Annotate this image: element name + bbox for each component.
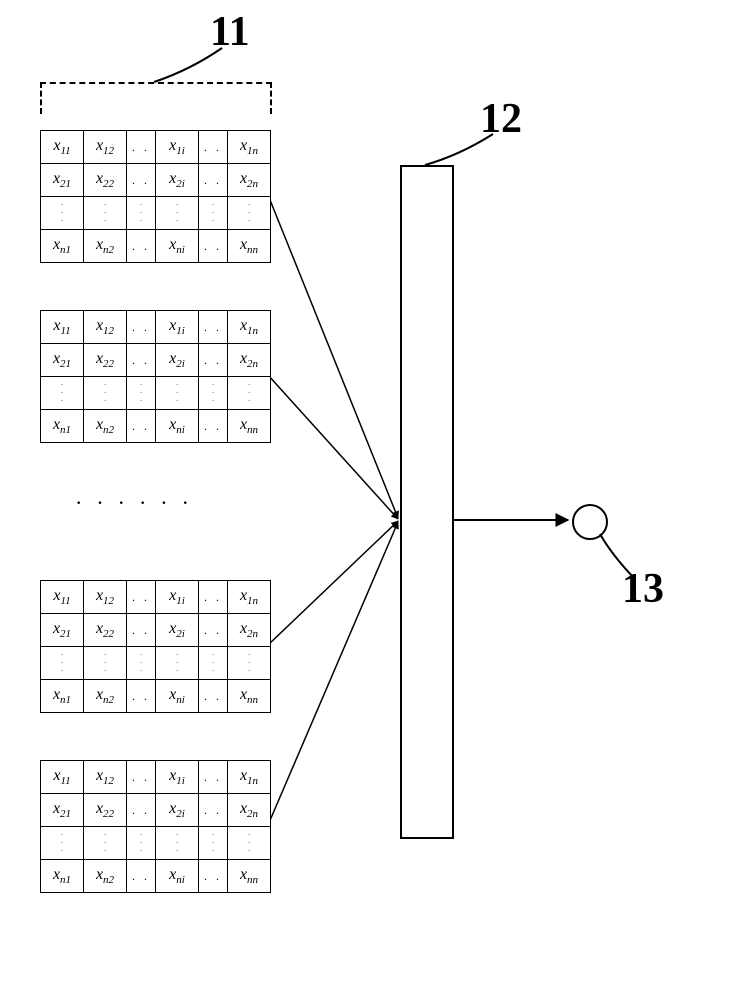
input-matrix: x11x12. .x1i. .x1nx21x22. .x2i. .x2n····… bbox=[40, 760, 271, 893]
bracket-11 bbox=[40, 82, 272, 114]
ellipsis-matrices: ······ bbox=[75, 490, 203, 516]
label-11: 11 bbox=[210, 8, 250, 56]
label-13: 13 bbox=[622, 565, 664, 613]
processing-block bbox=[400, 165, 454, 839]
input-matrix: x11x12. .x1i. .x1nx21x22. .x2i. .x2n····… bbox=[40, 580, 271, 713]
input-matrix: x11x12. .x1i. .x1nx21x22. .x2i. .x2n····… bbox=[40, 130, 271, 263]
diagram-canvas: 11 12 13 ······ x11x1 bbox=[0, 0, 730, 1000]
output-node bbox=[572, 504, 608, 540]
input-matrix: x11x12. .x1i. .x1nx21x22. .x2i. .x2n····… bbox=[40, 310, 271, 443]
label-12: 12 bbox=[480, 95, 522, 143]
